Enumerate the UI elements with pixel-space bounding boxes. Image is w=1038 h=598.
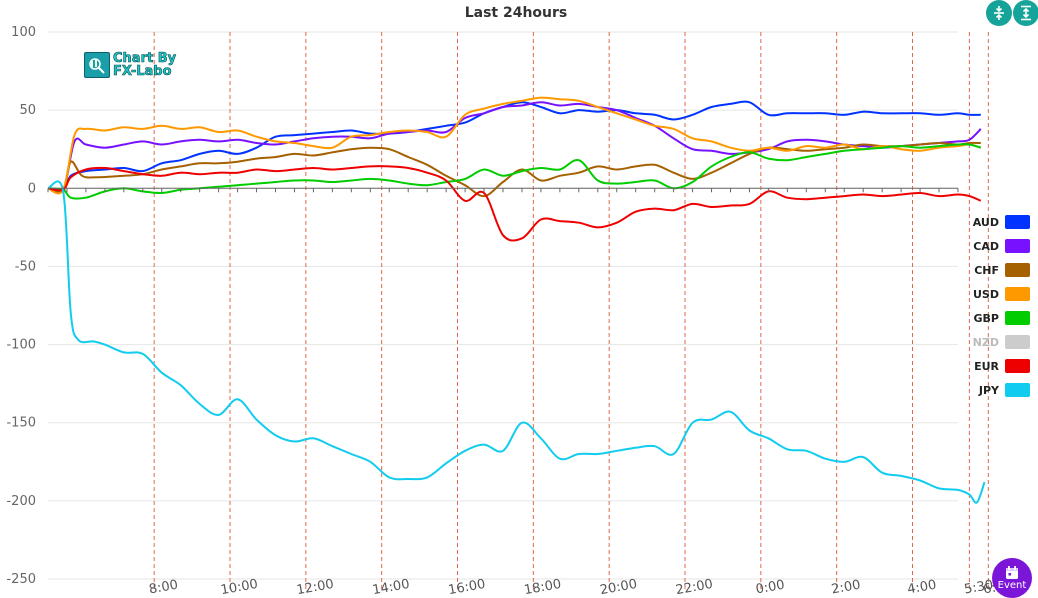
event-label: Event: [997, 579, 1027, 591]
x-tick-label: 18:00: [523, 577, 563, 594]
legend-label: USD: [973, 287, 999, 301]
legend-label: AUD: [972, 215, 999, 229]
legend-item-usd[interactable]: USD: [960, 282, 1030, 306]
legend-label: GBP: [973, 311, 999, 325]
legend-label: CAD: [973, 239, 999, 253]
x-tick-label: 16:00: [447, 577, 487, 594]
legend-swatch: [1005, 359, 1030, 373]
series-layer: [47, 96, 986, 504]
x-tick-label: 12:00: [295, 577, 335, 594]
compress-vertical-icon: [994, 6, 1004, 20]
legend-item-cad[interactable]: CAD: [960, 234, 1030, 258]
magnifier-chart-icon: [84, 52, 110, 78]
legend-item-nzd[interactable]: NZD: [960, 330, 1030, 354]
legend-item-jpy[interactable]: JPY: [960, 378, 1030, 402]
legend-swatch: [1005, 215, 1030, 229]
legend-label: EUR: [974, 359, 999, 373]
expand-vertical-button[interactable]: [1013, 0, 1038, 26]
legend-label: JPY: [978, 383, 999, 397]
x-tick-label: 2:00: [830, 578, 861, 594]
x-tick-label: 20:00: [599, 577, 639, 594]
chart-title: Last 24hours: [465, 5, 568, 21]
legend-swatch: [1005, 383, 1030, 397]
legend-item-gbp[interactable]: GBP: [960, 306, 1030, 330]
legend-item-eur[interactable]: EUR: [960, 354, 1030, 378]
event-button[interactable]: Event: [992, 558, 1032, 598]
series-line-eur: [47, 165, 982, 242]
y-tick-label: -150: [6, 416, 36, 431]
y-tick-label: 0: [28, 181, 36, 196]
x-tick-label: 4:00: [906, 578, 937, 594]
y-tick-label: 100: [11, 25, 36, 40]
legend-item-chf[interactable]: CHF: [960, 258, 1030, 282]
y-tick-label: 50: [19, 103, 36, 118]
calendar-icon: [1006, 565, 1018, 579]
series-line-cad: [47, 101, 982, 194]
chart-by-fx-labo-logo: Chart By FX-Labo: [84, 52, 176, 78]
x-tick-label: 22:00: [675, 577, 715, 594]
legend-item-aud[interactable]: AUD: [960, 210, 1030, 234]
series-line-aud: [47, 100, 981, 192]
series-line-jpy: [47, 180, 986, 504]
series-line-gbp: [47, 143, 982, 200]
compress-vertical-button[interactable]: [986, 0, 1012, 26]
x-tick-label: 8:00: [148, 578, 179, 594]
legend-swatch: [1005, 287, 1030, 301]
x-tick-label: 0:00: [755, 578, 786, 594]
logo-line-1: Chart By: [113, 51, 177, 66]
legend-label: NZD: [972, 335, 999, 349]
x-tick-label: 10:00: [220, 577, 260, 594]
y-tick-label: -200: [6, 494, 36, 509]
x-tick-label: 14:00: [371, 577, 411, 594]
series-line-usd: [47, 96, 982, 195]
logo-line-2: FX-Labo: [113, 64, 172, 79]
legend-swatch: [1005, 263, 1030, 277]
grid-layer: [48, 31, 989, 589]
legend-swatch: [1005, 335, 1030, 349]
legend-swatch: [1005, 311, 1030, 325]
expand-vertical-icon: [1021, 5, 1031, 21]
x-tick-label: 5:30: [963, 578, 994, 594]
legend-swatch: [1005, 239, 1030, 253]
legend-label: CHF: [974, 263, 999, 277]
axis-layer: 100 50 0 -50 -100 -150 -200 -250 8:00 10:00 12:00 1…: [6, 25, 1013, 594]
y-tick-label: -100: [6, 338, 36, 353]
chart-legend: AUD CAD CHF USD GBP NZD EUR JPY: [960, 210, 1030, 402]
y-tick-label: -250: [6, 572, 36, 587]
y-tick-label: -50: [15, 259, 36, 274]
